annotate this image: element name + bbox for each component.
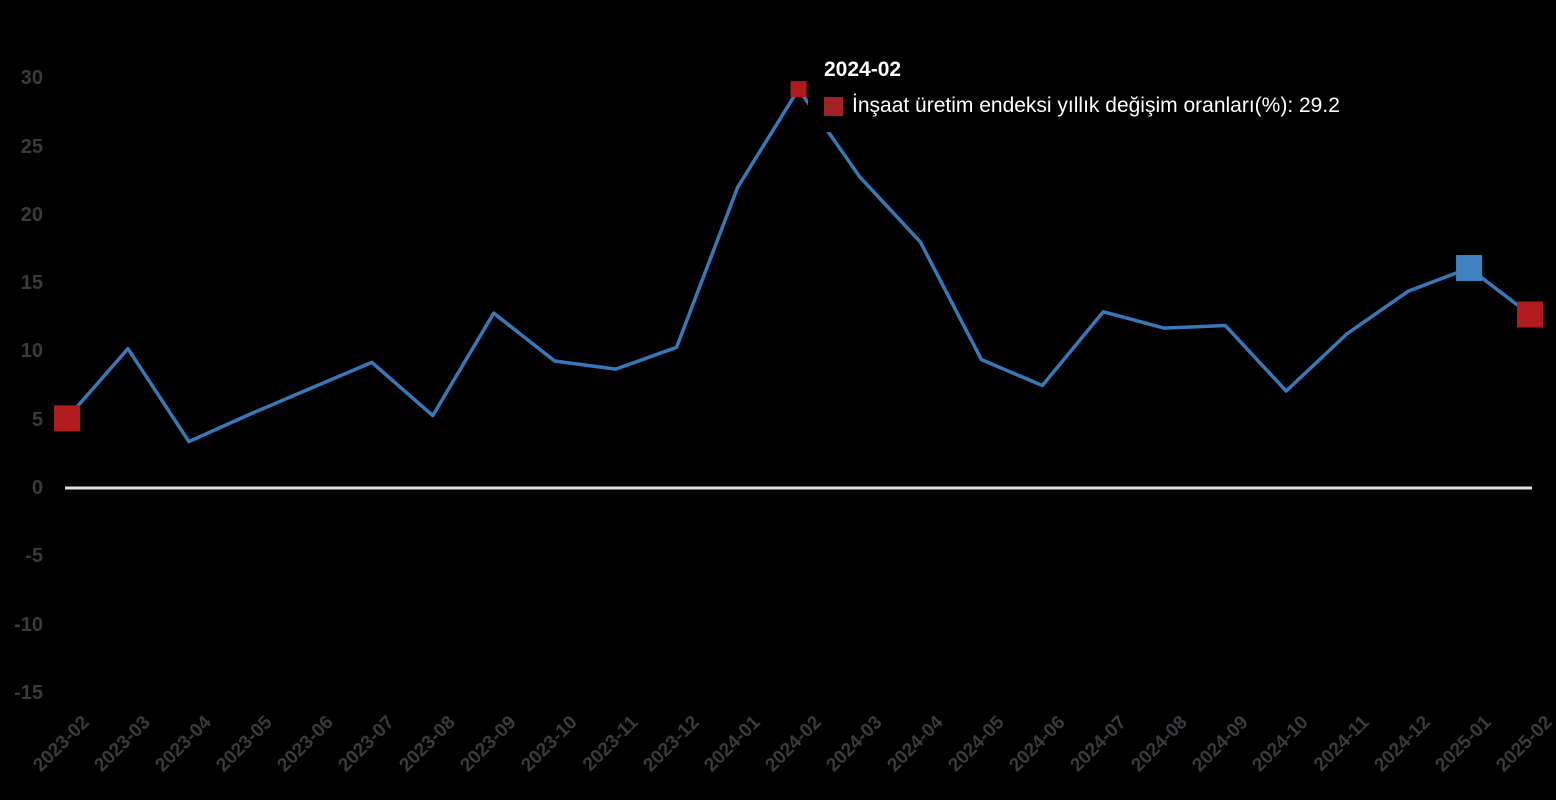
tooltip-text: İnşaat üretim endeksi yıllık değişim ora… [852, 94, 1340, 117]
tooltip-series-row: İnşaat üretim endeksi yıllık değişim ora… [824, 94, 1340, 118]
data-point-marker-2023-02[interactable] [54, 405, 80, 432]
data-point-marker-2025-01[interactable] [1456, 255, 1483, 282]
y-tick-label: -10 [14, 613, 43, 636]
y-tick-label: -15 [14, 681, 43, 704]
y-tick-label: 10 [20, 340, 43, 363]
tooltip-title: 2024-02 [824, 58, 902, 81]
y-tick-label: 15 [20, 272, 43, 295]
y-tick-label: 0 [31, 477, 43, 499]
tooltip: 2024-02 İnşaat üretim endeksi yıllık değ… [808, 46, 1356, 132]
y-tick-label: 30 [20, 67, 43, 90]
y-tick-label: 25 [20, 135, 43, 158]
data-point-marker-2024-02[interactable] [790, 81, 807, 98]
data-point-marker-2025-02[interactable] [1517, 301, 1544, 328]
y-tick-label: 20 [20, 203, 43, 226]
series-swatch-icon [824, 96, 843, 116]
y-tick-label: -5 [25, 545, 43, 568]
y-tick-label: 5 [31, 408, 43, 431]
series-line[interactable] [65, 87, 1532, 444]
